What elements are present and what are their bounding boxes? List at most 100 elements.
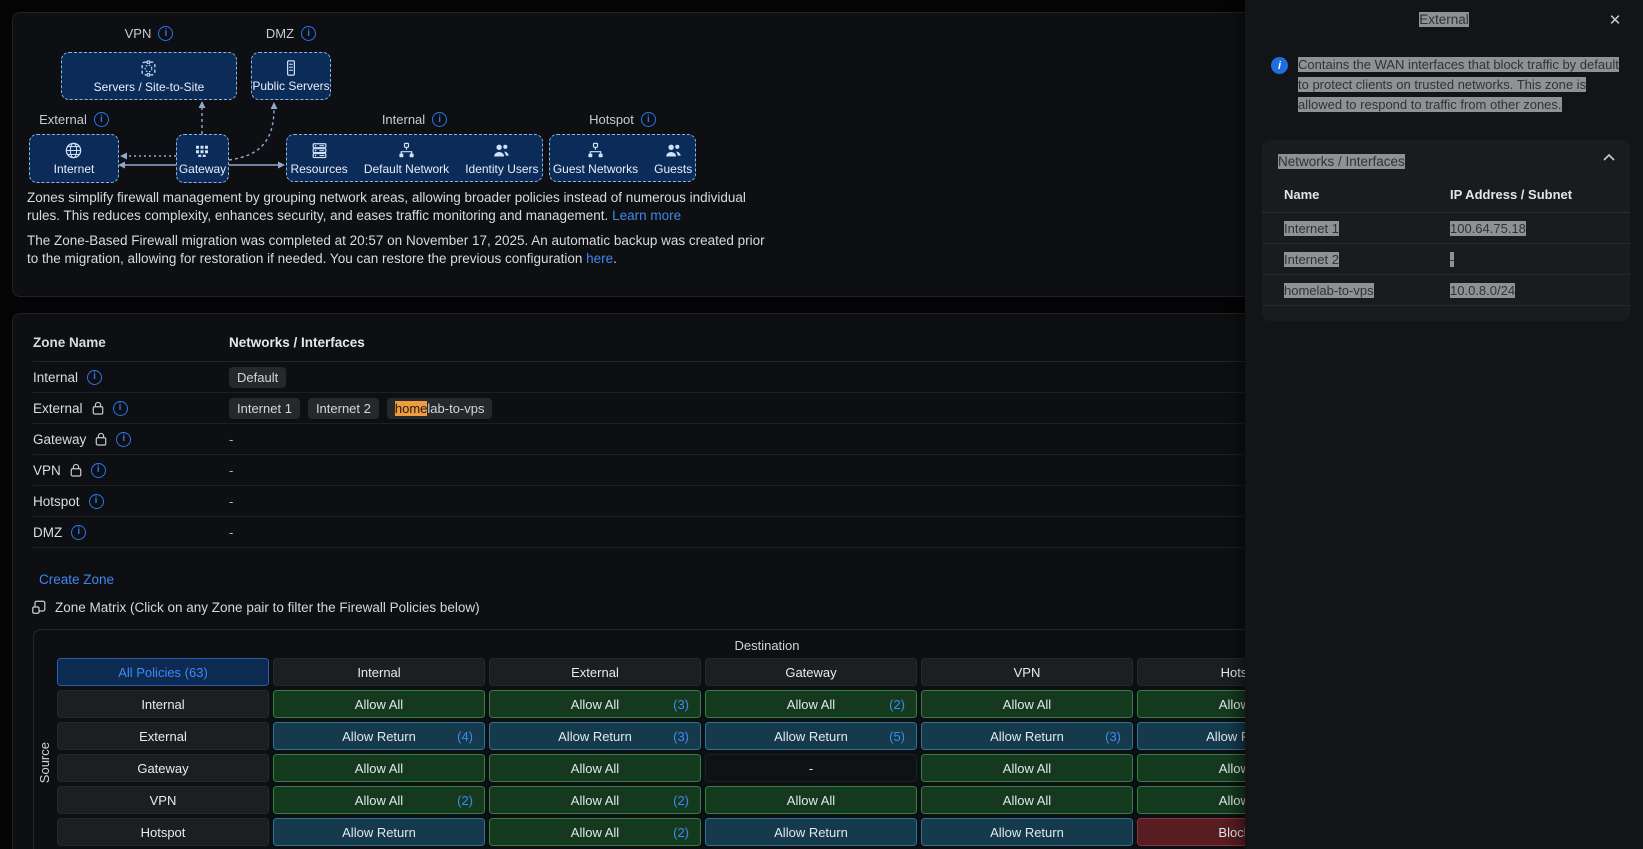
- diagram-item-label: Public Servers: [252, 79, 330, 93]
- matrix-cell[interactable]: Allow Return (5): [705, 722, 917, 750]
- site-to-site-icon: [142, 60, 156, 76]
- network-chip[interactable]: Default: [229, 366, 287, 388]
- vpn-zone-box: Servers / Site-to-Site: [61, 52, 237, 100]
- diagram-item-label: Identity Users: [465, 161, 539, 176]
- info-icon[interactable]: i: [90, 462, 106, 478]
- network-tree-icon: [588, 142, 603, 157]
- zone-label-hotspot: Hotspot i: [549, 112, 696, 127]
- matrix-cell[interactable]: Allow All (3): [489, 690, 701, 718]
- migration-notice-text: The Zone-Based Firewall migration was co…: [27, 232, 775, 267]
- empty-value: -: [229, 493, 234, 509]
- matrix-row-hotspot[interactable]: Hotspot: [57, 818, 269, 846]
- destination-axis-label: Destination: [734, 638, 800, 653]
- matrix-cell[interactable]: Allow All (2): [489, 818, 701, 846]
- matrix-cell[interactable]: Allow Return (3): [921, 722, 1133, 750]
- matrix-cell[interactable]: Allow All: [273, 754, 485, 782]
- matrix-cell[interactable]: Allow All: [705, 786, 917, 814]
- empty-value: -: [229, 462, 234, 478]
- zone-description-text: Contains the WAN interfaces that block t…: [1298, 57, 1619, 112]
- panel-table-row: Internet 2 -: [1262, 244, 1630, 275]
- ip-column-header: IP Address / Subnet: [1450, 187, 1573, 202]
- network-chip[interactable]: Internet 2: [307, 397, 379, 419]
- info-icon[interactable]: i: [71, 524, 87, 540]
- info-icon[interactable]: i: [640, 112, 656, 127]
- users-icon: [494, 144, 510, 156]
- close-icon[interactable]: ✕: [1608, 12, 1622, 29]
- info-icon[interactable]: i: [93, 112, 109, 127]
- zone-label-text: VPN: [124, 26, 152, 41]
- info-icon[interactable]: i: [158, 26, 174, 41]
- matrix-cell[interactable]: Allow All: [921, 786, 1133, 814]
- info-icon[interactable]: i: [116, 431, 132, 447]
- info-icon[interactable]: i: [301, 26, 317, 41]
- zone-name-header: Zone Name: [33, 335, 106, 350]
- intro-text: Zones simplify firewall management by gr…: [27, 190, 746, 223]
- create-zone-button[interactable]: Create Zone: [39, 572, 115, 587]
- default-network-item: Default Network: [364, 141, 449, 176]
- interface-name: Internet 1: [1284, 220, 1339, 236]
- source-axis-label: Source: [37, 742, 52, 784]
- table-row-vpn: VPN i -: [33, 455, 1610, 486]
- matrix-cell[interactable]: Allow Return: [921, 818, 1133, 846]
- zone-label-text: External: [39, 112, 87, 127]
- interface-name: homelab-to-vps: [1284, 282, 1374, 298]
- zone-table: Zone Name Networks / Interfaces Internal…: [33, 324, 1610, 548]
- chip-text: lab-to-vps: [427, 400, 485, 416]
- all-policies-cell[interactable]: All Policies (63): [57, 658, 269, 686]
- matrix-cell[interactable]: Allow Return (3): [489, 722, 701, 750]
- zone-label-internal: Internal i: [286, 112, 543, 127]
- matrix-cell[interactable]: Allow All (2): [489, 786, 701, 814]
- matrix-cell[interactable]: Allow Return: [705, 818, 917, 846]
- matrix-row-vpn[interactable]: VPN: [57, 786, 269, 814]
- public-servers-item: Public Servers: [252, 59, 330, 93]
- interface-name: Internet 2: [1284, 251, 1339, 267]
- networks-interfaces-section-header: Networks / Interfaces: [1262, 140, 1630, 179]
- matrix-cell[interactable]: Allow All: [921, 754, 1133, 782]
- matrix-cell[interactable]: Allow All: [273, 690, 485, 718]
- info-filled-icon: i: [1271, 57, 1288, 74]
- matrix-cell[interactable]: Allow Return (4): [273, 722, 485, 750]
- diagram-item-label: Guest Networks: [552, 161, 639, 176]
- table-row-internal: Internal i Default: [33, 362, 1610, 393]
- matrix-row-external[interactable]: External: [57, 722, 269, 750]
- diagram-item-label: Internet: [53, 162, 95, 176]
- network-chip-search-match[interactable]: home lab-to-vps: [386, 397, 493, 419]
- table-row-dmz: DMZ i -: [33, 517, 1610, 548]
- info-icon[interactable]: i: [432, 112, 448, 127]
- matrix-col-gateway[interactable]: Gateway: [705, 658, 917, 686]
- zone-description: Contains the WAN interfaces that block t…: [1298, 55, 1630, 115]
- matrix-col-vpn[interactable]: VPN: [921, 658, 1133, 686]
- matrix-cell[interactable]: Allow Return: [273, 818, 485, 846]
- matrix-cell[interactable]: Allow All (2): [273, 786, 485, 814]
- server-tower-icon: [287, 60, 295, 76]
- matrix-col-external[interactable]: External: [489, 658, 701, 686]
- matrix-row-internal[interactable]: Internal: [57, 690, 269, 718]
- learn-more-link[interactable]: Learn more: [612, 207, 682, 223]
- info-icon[interactable]: i: [87, 369, 103, 385]
- matrix-col-internal[interactable]: Internal: [273, 658, 485, 686]
- network-chip[interactable]: Internet 1: [229, 397, 300, 419]
- panel-table-header: Name IP Address / Subnet: [1262, 179, 1630, 213]
- diagram-item-label: Gateway: [178, 161, 227, 176]
- resources-item: Resources: [290, 141, 348, 176]
- matrix-row-gateway[interactable]: Gateway: [57, 754, 269, 782]
- matrix-cell[interactable]: Allow All: [921, 690, 1133, 718]
- interface-ip: 10.0.8.0/24: [1450, 282, 1516, 298]
- zone-matrix-title-text: Zone Matrix (Click on any Zone pair to f…: [55, 599, 480, 615]
- zone-name: Internal: [33, 369, 79, 385]
- matrix-cell[interactable]: Allow All: [489, 754, 701, 782]
- table-row-hotspot: Hotspot i -: [33, 486, 1610, 517]
- matrix-cell[interactable]: Allow All (2): [705, 690, 917, 718]
- identity-users-item: Identity Users: [465, 141, 539, 176]
- chevron-up-icon[interactable]: [1602, 153, 1616, 162]
- diagram-item-label: Resources: [290, 161, 348, 176]
- restore-here-link[interactable]: here: [586, 250, 614, 266]
- table-row-gateway: Gateway i -: [33, 424, 1610, 455]
- zone-label-external: External i: [29, 112, 119, 127]
- info-icon[interactable]: i: [112, 400, 128, 416]
- hotspot-zone-box: Guest Networks Guests: [549, 134, 696, 182]
- empty-value: -: [229, 524, 234, 540]
- diagram-item-label: Default Network: [363, 161, 450, 176]
- info-icon[interactable]: i: [88, 493, 104, 509]
- panel-title: External: [1245, 12, 1643, 27]
